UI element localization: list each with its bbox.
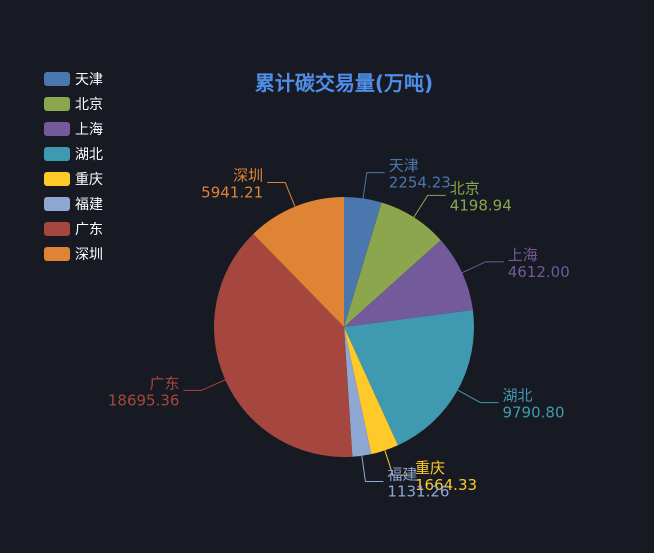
pie-slice[interactable] xyxy=(253,197,344,327)
pie-slice[interactable] xyxy=(344,327,398,455)
slice-label-name: 重庆 xyxy=(415,459,445,477)
pie-slice[interactable] xyxy=(214,233,353,457)
label-leader-line xyxy=(384,450,412,476)
slice-label-value: 1664.33 xyxy=(415,476,477,494)
legend-swatch[interactable] xyxy=(44,147,70,161)
legend-label[interactable]: 重庆 xyxy=(75,172,103,188)
legend-swatch[interactable] xyxy=(44,72,70,86)
pie-slice[interactable] xyxy=(344,202,441,327)
slice-label-name: 湖北 xyxy=(502,387,532,405)
legend-swatch[interactable] xyxy=(44,197,70,211)
slice-label-value: 9790.80 xyxy=(502,404,564,422)
slice-label-name: 深圳 xyxy=(233,167,263,185)
chart-title: 累计碳交易量(万吨) xyxy=(255,71,433,95)
legend-swatch[interactable] xyxy=(44,222,70,236)
label-leader-line xyxy=(361,455,384,483)
slice-label-value: 5941.21 xyxy=(201,184,263,202)
pie-slices xyxy=(214,197,474,457)
legend-label[interactable]: 北京 xyxy=(75,97,103,113)
slice-label-name: 上海 xyxy=(508,246,538,264)
pie-slice[interactable] xyxy=(344,310,474,446)
legend-swatch[interactable] xyxy=(44,122,70,136)
slice-label-value: 18695.36 xyxy=(108,391,180,409)
legend-swatch[interactable] xyxy=(44,247,70,261)
label-leader-line xyxy=(457,389,499,404)
pie-slice[interactable] xyxy=(344,240,473,327)
slice-label-value: 4198.94 xyxy=(450,196,512,214)
legend-label[interactable]: 上海 xyxy=(75,122,103,138)
pie-slice[interactable] xyxy=(344,197,382,327)
slice-label-value: 1131.26 xyxy=(387,483,449,501)
slice-label-name: 天津 xyxy=(389,157,419,175)
label-leader-line xyxy=(267,182,296,207)
label-leader-line xyxy=(413,194,446,218)
legend-label[interactable]: 广东 xyxy=(75,222,103,238)
legend-swatch[interactable] xyxy=(44,97,70,111)
slice-label-name: 广东 xyxy=(149,374,179,392)
pie-slice[interactable] xyxy=(344,327,372,457)
label-leader-line xyxy=(461,261,504,274)
legend-label[interactable]: 湖北 xyxy=(75,147,103,163)
label-leader-line xyxy=(362,172,385,199)
slice-label-value: 4612.00 xyxy=(508,263,570,281)
legend-swatch[interactable] xyxy=(44,172,70,186)
legend-label[interactable]: 深圳 xyxy=(75,247,103,263)
slice-label-name: 北京 xyxy=(450,179,480,197)
legend-label[interactable]: 天津 xyxy=(75,72,103,88)
legend-label[interactable]: 福建 xyxy=(75,197,103,213)
label-leader-line xyxy=(183,379,226,391)
slice-label-value: 2254.23 xyxy=(389,174,451,192)
slice-label-name: 福建 xyxy=(387,466,417,484)
